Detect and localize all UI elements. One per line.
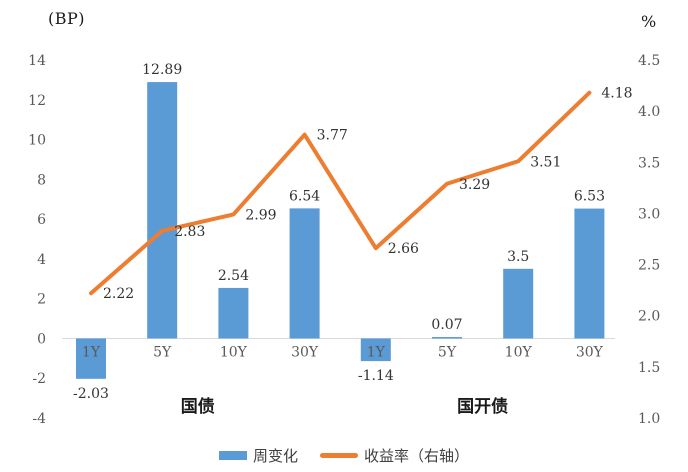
- left-axis-tick: 12: [28, 93, 46, 109]
- bar-value-label: 6.54: [289, 188, 320, 204]
- legend-line-label: 收益率（右轴）: [364, 447, 470, 465]
- category-label: 5Y: [438, 344, 457, 360]
- category-label: 1Y: [367, 344, 386, 360]
- category-label: 10Y: [220, 344, 248, 360]
- left-axis-tick: -4: [32, 411, 46, 427]
- bar-value-label: 0.07: [431, 317, 462, 333]
- right-axis-tick: 2.0: [638, 309, 660, 325]
- right-axis-tick: 1.5: [638, 360, 660, 376]
- category-label: 5Y: [153, 344, 172, 360]
- left-axis-tick: 8: [37, 172, 46, 188]
- line-value-label: 2.66: [388, 241, 419, 257]
- line-value-label: 4.18: [601, 86, 632, 102]
- left-axis-tick: 14: [28, 53, 46, 69]
- left-axis-tick: 4: [37, 252, 46, 268]
- right-axis-tick: 3.5: [638, 155, 660, 171]
- category-label: 30Y: [576, 344, 604, 360]
- line-value-label: 2.99: [245, 207, 276, 223]
- category-label: 30Y: [291, 344, 319, 360]
- line-value-label: 3.77: [317, 128, 348, 144]
- left-axis-tick: 2: [37, 292, 46, 308]
- bar-value-label: -2.03: [73, 386, 109, 402]
- left-axis-title: (BP): [48, 9, 86, 28]
- bar: [574, 208, 605, 339]
- legend-line-swatch: [320, 453, 358, 458]
- bar-value-label: 3.5: [507, 249, 529, 265]
- bar: [218, 287, 249, 339]
- line-value-label: 2.83: [174, 224, 205, 240]
- left-axis-tick: 6: [37, 212, 46, 228]
- right-axis-tick: 4.5: [638, 53, 660, 69]
- bar: [360, 338, 391, 362]
- group-label: 国开债: [457, 396, 508, 417]
- right-axis-tick: 4.0: [638, 104, 660, 120]
- category-label: 10Y: [505, 344, 533, 360]
- right-axis-tick: 2.5: [638, 258, 660, 274]
- right-axis-tick: 1.0: [638, 411, 660, 427]
- bar: [76, 338, 106, 379]
- legend-bar-swatch: [218, 451, 247, 460]
- left-axis-tick: 0: [37, 331, 46, 347]
- group-label: 国债: [181, 396, 215, 417]
- left-axis-tick: -2: [32, 371, 46, 387]
- legend-bar-label: 周变化: [252, 447, 298, 465]
- left-axis-tick: 10: [28, 133, 46, 149]
- line-value-label: 2.22: [103, 286, 134, 302]
- line-value-label: 3.29: [459, 177, 490, 193]
- bar: [503, 268, 534, 339]
- bar-value-label: -1.14: [358, 368, 394, 384]
- right-axis-tick: 3.0: [638, 206, 660, 222]
- yield-line: [89, 90, 592, 296]
- line-value-label: 3.51: [530, 154, 561, 170]
- bar: [432, 337, 462, 339]
- bar-value-label: 2.54: [218, 268, 249, 284]
- legend: 周变化 收益率（右轴）: [0, 445, 688, 466]
- bar: [289, 208, 320, 339]
- right-axis-title: %: [641, 12, 657, 31]
- bar-value-label: 12.89: [142, 62, 182, 78]
- bar: [147, 82, 178, 339]
- bar-value-label: 6.53: [574, 189, 605, 205]
- category-label: 1Y: [82, 344, 101, 360]
